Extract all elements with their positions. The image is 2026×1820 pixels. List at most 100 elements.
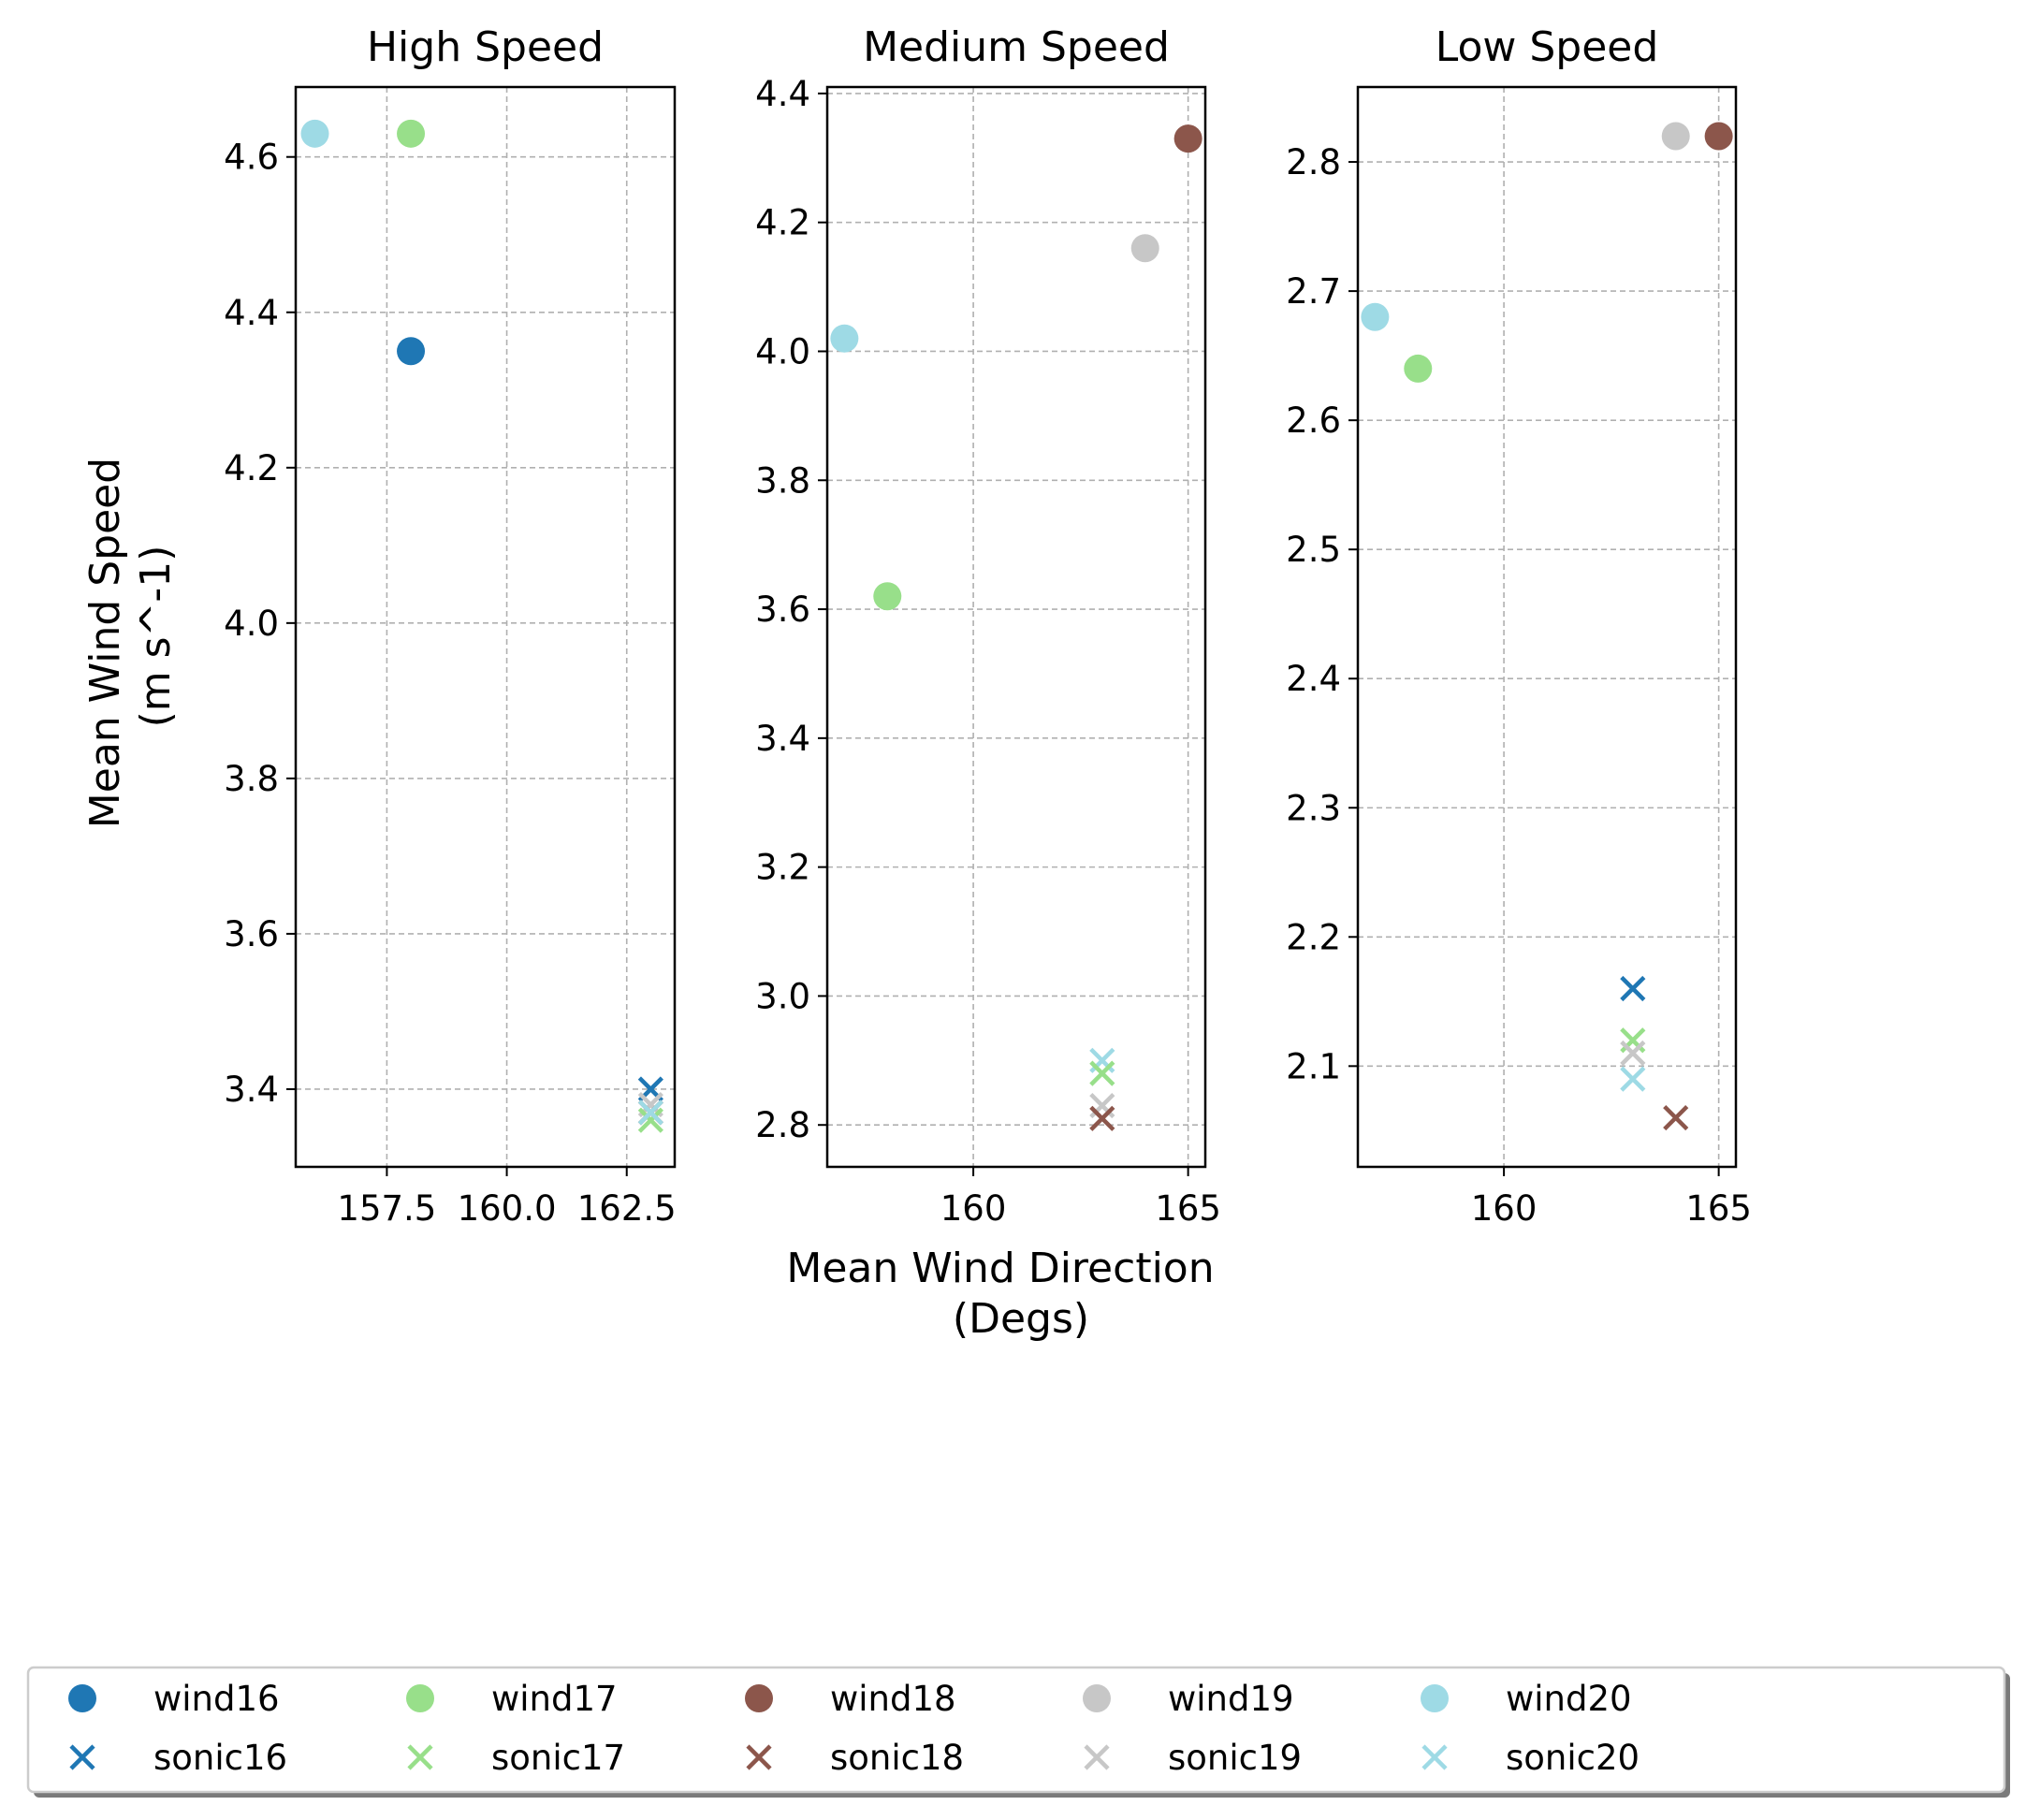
legend-entry-sonic16: sonic16 [69,1738,287,1778]
y-tick-label: 2.5 [1286,530,1341,570]
sonic20-marker [637,1099,663,1126]
sonic20-marker [1620,1066,1646,1092]
y-tick-label: 3.8 [224,759,279,799]
y-tick-label: 2.8 [1286,142,1341,182]
data-points [1361,122,1733,1131]
legend-sonic16-marker [69,1744,95,1770]
legend-label: sonic20 [1506,1738,1640,1778]
y-tick-label: 4.4 [224,293,279,333]
legend-label: sonic17 [491,1738,625,1778]
y-axis-label: Mean Wind Speed (m s^-1) [81,444,180,828]
legend-items: wind16 sonic16 wind17 sonic17 wind18 sonic18 w… [68,1679,1640,1778]
legend-sonic19-marker [1084,1744,1110,1770]
legend-wind19-marker [1083,1684,1111,1712]
y-tick-label: 4.0 [755,331,810,371]
legend-label: wind18 [830,1679,956,1719]
wind17-marker [397,119,426,148]
y-tick-label: 2.2 [1286,917,1341,957]
legend-entry-wind19: wind19 [1083,1679,1294,1719]
sonic17-marker [637,1107,663,1133]
legend-entry-sonic18: sonic18 [746,1738,964,1778]
legend-sonic17-marker [407,1744,433,1770]
axes-frame [825,85,1207,1169]
sonic18-marker [1089,1105,1115,1131]
legend-entry-wind17: wind17 [406,1679,618,1719]
legend-label: wind19 [1168,1679,1294,1719]
y-tick-label: 3.6 [755,590,810,630]
legend-label: sonic19 [1168,1738,1302,1778]
wind19-marker [1661,122,1690,151]
y-tick-label: 3.2 [755,848,810,888]
data-points [830,124,1202,1131]
wind18-marker [1704,122,1733,151]
y-tick-label: 4.6 [224,138,279,178]
panel-3: 160 165 2.1 2.2 2.3 2.4 2.5 2.6 2.7 2.8 Low Speed [1286,23,1752,1229]
x-axis-label: Mean Wind Direction (Degs) [786,1245,1227,1343]
legend-frame [26,1666,2006,1794]
legend-wind16-marker [68,1684,96,1712]
panel-2: 160 165 2.8 3.0 3.2 3.4 3.6 3.8 4.0 4.2 4.4 Medium … [755,23,1221,1229]
wind18-marker [1173,124,1202,153]
legend: wind16 sonic16 wind17 sonic17 wind18 sonic18 w… [26,1666,2010,1798]
x-tick-label: 162.5 [577,1188,677,1229]
legend-entry-sonic20: sonic20 [1421,1738,1640,1778]
wind17-marker [1404,354,1433,383]
y-tick-label: 2.8 [755,1105,810,1145]
wind17-marker [873,582,902,611]
y-tick-label: 3.6 [224,914,279,954]
x-tick-label: 160.0 [458,1188,557,1229]
y-tick-label: 3.0 [755,976,810,1016]
wind20-marker [1361,302,1390,331]
y-tick-label: 4.0 [224,604,279,644]
legend-wind18-marker [745,1684,773,1712]
legend-label: wind20 [1506,1679,1632,1719]
legend-entry-wind16: wind16 [68,1679,280,1719]
wind19-marker [1130,234,1159,263]
x-tick-label: 165 [1685,1188,1752,1229]
sonic16-marker [1620,975,1646,1002]
sonic17-marker [1089,1060,1115,1086]
y-tick-label: 2.4 [1286,659,1341,699]
axes-frame [1356,85,1738,1169]
y-tick-label: 3.4 [755,719,810,759]
legend-entry-sonic17: sonic17 [407,1738,625,1778]
legend-sonic18-marker [746,1744,772,1770]
legend-wind17-marker [406,1684,434,1712]
x-tick-label: 160 [940,1188,1007,1229]
y-tick-label: 3.8 [755,460,810,501]
y-tick-label: 2.3 [1286,788,1341,828]
panel-title: Low Speed [1436,23,1659,71]
panel-title: High Speed [367,23,604,71]
wind20-marker [300,119,329,148]
legend-entry-wind18: wind18 [745,1679,956,1719]
y-tick-label: 4.2 [755,203,810,243]
legend-label: wind17 [491,1679,618,1719]
sonic19-marker [1620,1040,1646,1067]
y-tick-label: 4.4 [755,74,810,114]
panel-1: 157.5 160.0 162.5 3.4 3.6 3.8 4.0 4.2 4.4 4.6 High… [224,23,677,1229]
legend-wind20-marker [1421,1684,1449,1712]
panel-title: Medium Speed [863,23,1170,71]
wind20-marker [830,324,859,353]
legend-label: sonic16 [153,1738,287,1778]
data-points [300,119,663,1133]
sonic18-marker [1663,1104,1689,1131]
x-tick-label: 160 [1471,1188,1538,1229]
legend-entry-sonic19: sonic19 [1084,1738,1302,1778]
wind16-marker [397,337,426,366]
y-tick-label: 4.2 [224,448,279,488]
panels: 157.5 160.0 162.5 3.4 3.6 3.8 4.0 4.2 4.4 4.6 High… [224,23,1752,1229]
legend-entry-wind20: wind20 [1421,1679,1632,1719]
y-tick-label: 3.4 [224,1070,279,1110]
legend-label: wind16 [153,1679,280,1719]
y-tick-label: 2.6 [1286,400,1341,441]
legend-label: sonic18 [830,1738,964,1778]
y-tick-label: 2.1 [1286,1046,1341,1086]
axes-frame [294,85,677,1169]
legend-sonic20-marker [1421,1744,1448,1770]
x-tick-label: 165 [1155,1188,1221,1229]
y-tick-label: 2.7 [1286,271,1341,312]
x-tick-label: 157.5 [337,1188,436,1229]
